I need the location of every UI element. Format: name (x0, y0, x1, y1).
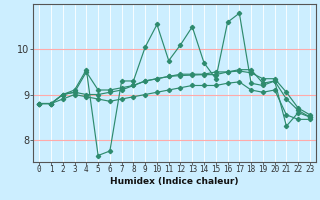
X-axis label: Humidex (Indice chaleur): Humidex (Indice chaleur) (110, 177, 239, 186)
